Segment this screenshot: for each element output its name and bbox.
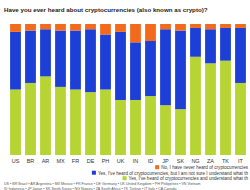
bar-segment: [130, 100, 141, 155]
x-tick-label: DE: [87, 158, 95, 164]
bar-segment: [55, 31, 66, 87]
bar-segment: [130, 42, 141, 100]
bar-segment: [40, 29, 51, 76]
bar-segment: [115, 32, 126, 100]
title: Have you ever heard about cryptocurrenci…: [4, 6, 208, 13]
bar-segment: [130, 24, 141, 42]
x-tick-label: IN: [133, 158, 139, 164]
bar-segment: [220, 28, 231, 61]
bar-segment: [25, 24, 36, 31]
bar-segment: [190, 57, 201, 155]
x-tick-label: ZA: [207, 158, 214, 164]
bar-segment: [115, 100, 126, 155]
bar-segment: [205, 63, 216, 155]
bar-segment: [175, 31, 186, 110]
legend-swatch: [92, 171, 96, 175]
bar-segment: [190, 28, 201, 57]
x-tick-label: FR: [72, 158, 79, 164]
x-tick-label: BR: [27, 158, 35, 164]
bar-segment: [70, 90, 81, 156]
legend-label: Yes, I've heard of cryptocurrencies and …: [129, 176, 249, 181]
x-tick-label: UK: [117, 158, 125, 164]
bar-segment: [220, 24, 231, 28]
x-tick-label: MX: [56, 158, 65, 164]
x-tick-label: AR: [42, 158, 50, 164]
bar-segment: [100, 90, 111, 156]
bar-segment: [145, 41, 156, 96]
x-tick-label: NG: [191, 158, 199, 164]
legend-swatch: [155, 165, 159, 169]
x-tick-label: ID: [148, 158, 154, 164]
bar-segment: [25, 83, 36, 155]
legend-label: Yes, I've heard of cryptocurrencies, but…: [98, 171, 249, 176]
bar-segment: [160, 24, 171, 29]
x-tick-label: PH: [102, 158, 110, 164]
bar-segment: [10, 32, 21, 90]
x-tick-label: IT: [238, 158, 244, 164]
bar-segment: [145, 24, 156, 41]
bar-segment: [85, 24, 96, 29]
x-tick-label: US: [12, 158, 20, 164]
bar-segment: [100, 34, 111, 89]
bar-segment: [235, 28, 246, 83]
chart: Have you ever heard about cryptocurrenci…: [0, 0, 250, 190]
bar-segment: [55, 24, 66, 31]
bar-segment: [205, 24, 216, 29]
bar-segment: [160, 29, 171, 105]
bar-segment: [175, 109, 186, 155]
bar-segment: [10, 24, 21, 32]
bar-segment: [55, 87, 66, 155]
bar-segment: [190, 24, 201, 28]
bar-segment: [235, 83, 246, 155]
bar-segment: [175, 24, 186, 31]
legend-label: No, I have never heard of cryptocurrenci…: [161, 165, 249, 170]
footnote: ID Indonesia • JP Japan • SK South Korea…: [4, 187, 177, 190]
bar-segment: [235, 24, 246, 28]
bar-segment: [160, 105, 171, 155]
footnote: US • BR Brazil • AR Argentina • MX Mexic…: [4, 182, 201, 186]
bar-segment: [145, 96, 156, 155]
bar-segment: [220, 61, 231, 155]
bar-segment: [10, 90, 21, 156]
x-tick-label: JP: [162, 158, 169, 164]
bar-segment: [100, 24, 111, 34]
bars: [10, 24, 246, 155]
bar-segment: [70, 24, 81, 31]
bar-segment: [85, 29, 96, 92]
bar-segment: [40, 76, 51, 155]
bar-segment: [115, 24, 126, 32]
bar-segment: [40, 24, 51, 29]
bar-segment: [205, 29, 216, 63]
x-tick-label: SK: [177, 158, 185, 164]
x-tick-label: TK: [222, 158, 229, 164]
bar-segment: [25, 31, 36, 83]
legend-swatch: [123, 176, 127, 180]
bar-segment: [70, 31, 81, 90]
bar-segment: [85, 92, 96, 155]
